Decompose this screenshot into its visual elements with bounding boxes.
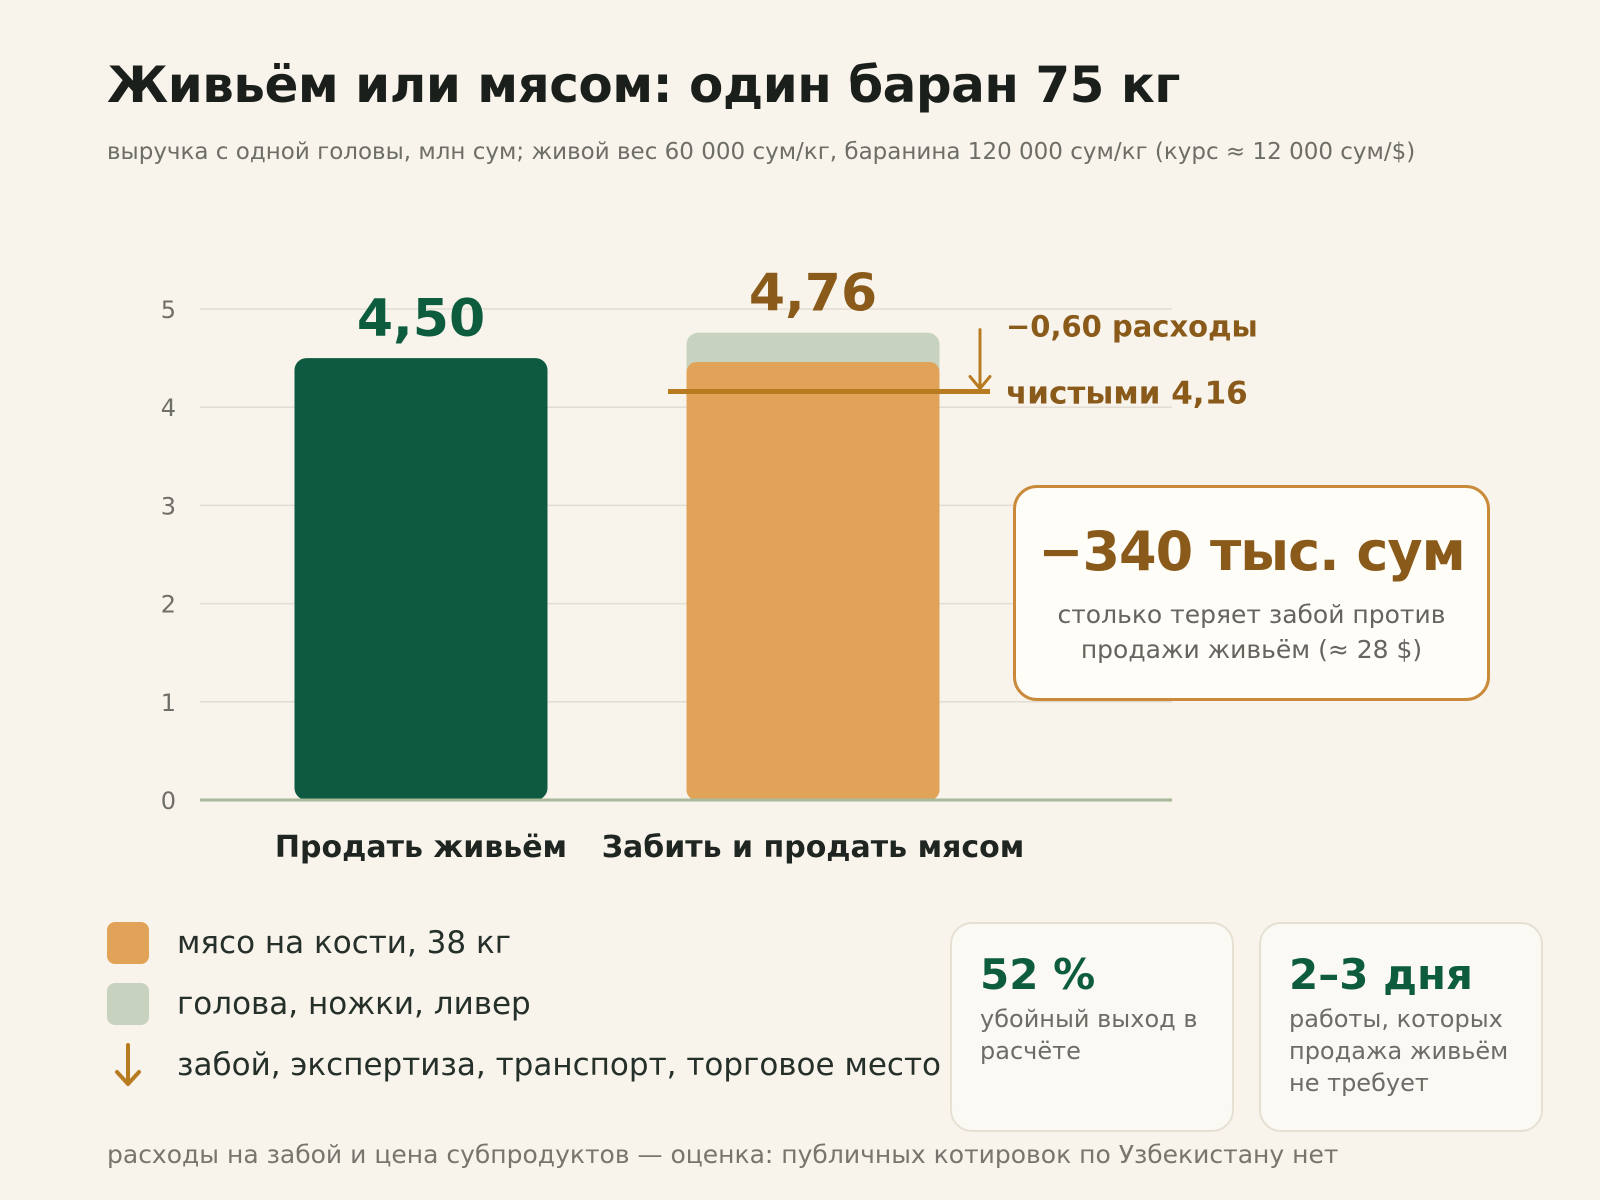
footnote: расходы на забой и цена субпродуктов — о… bbox=[107, 1140, 1339, 1169]
y-tick-label: 5 bbox=[161, 296, 176, 324]
down-arrow-icon bbox=[968, 374, 992, 390]
legend-item-meat: мясо на кости, 38 кг bbox=[107, 921, 511, 965]
bar-segment-meat bbox=[686, 362, 940, 800]
y-tick-label: 3 bbox=[161, 492, 176, 520]
loss-note: столько теряет забой против продажи живь… bbox=[1057, 600, 1446, 664]
stat-value-days: 2–3 дня bbox=[1289, 950, 1473, 999]
legend-swatch-offal bbox=[107, 983, 149, 1025]
category-label: Продать живьём bbox=[275, 830, 567, 865]
category-labels: Продать живьём Забить и продать мясом bbox=[275, 830, 1024, 865]
loss-callout: −340 тыс. сум столько теряет забой проти… bbox=[1013, 485, 1490, 701]
down-arrow-icon bbox=[115, 1043, 141, 1086]
legend-label-offal: голова, ножки, ливер bbox=[177, 986, 531, 1022]
loss-value: −340 тыс. сум bbox=[1038, 520, 1466, 583]
value-label-live: 4,50 bbox=[357, 289, 485, 349]
y-axis-ticks: 0 1 2 3 4 5 bbox=[161, 296, 176, 815]
expense-annotation: −0,60 расходы bbox=[1006, 310, 1258, 344]
legend-swatch-meat bbox=[107, 922, 149, 964]
y-tick-label: 2 bbox=[161, 591, 176, 619]
legend-item-offal: голова, ножки, ливер bbox=[107, 982, 531, 1026]
y-tick-label: 0 bbox=[161, 787, 176, 815]
bars bbox=[294, 332, 940, 800]
annotations: −0,60 расходы чистыми 4,16 bbox=[668, 310, 1258, 411]
chart-subtitle: выручка с одной головы, млн сум; живой в… bbox=[107, 139, 1416, 165]
legend-label-expenses: забой, экспертиза, транспорт, торговое м… bbox=[177, 1047, 941, 1083]
stat-text-days: работы, которых продажа живьём не требуе… bbox=[1289, 1005, 1509, 1097]
stat-card-yield: 52 % убойный выход в расчёте bbox=[950, 922, 1234, 1132]
legend-item-expenses: забой, экспертиза, транспорт, торговое м… bbox=[107, 1043, 941, 1087]
legend-label-meat: мясо на кости, 38 кг bbox=[177, 925, 511, 961]
value-label-meat: 4,76 bbox=[749, 264, 877, 324]
stat-text-yield: убойный выход в расчёте bbox=[980, 1005, 1198, 1065]
y-tick-label: 4 bbox=[161, 394, 176, 422]
bar-chart: 0 1 2 3 4 5 4,50 4,76 Продать живьём Забить и п… bbox=[161, 264, 1258, 865]
stat-card-days: 2–3 дня работы, которых продажа живьём н… bbox=[1259, 922, 1543, 1132]
stat-value-yield: 52 % bbox=[980, 950, 1096, 999]
y-tick-label: 1 bbox=[161, 689, 176, 717]
net-annotation: чистыми 4,16 bbox=[1006, 375, 1248, 411]
bar-live-sale bbox=[294, 358, 548, 800]
category-label: Забить и продать мясом bbox=[602, 830, 1025, 865]
value-labels: 4,50 4,76 bbox=[357, 264, 877, 350]
chart-title: Живьём или мясом: один баран 75 кг bbox=[107, 56, 1180, 114]
